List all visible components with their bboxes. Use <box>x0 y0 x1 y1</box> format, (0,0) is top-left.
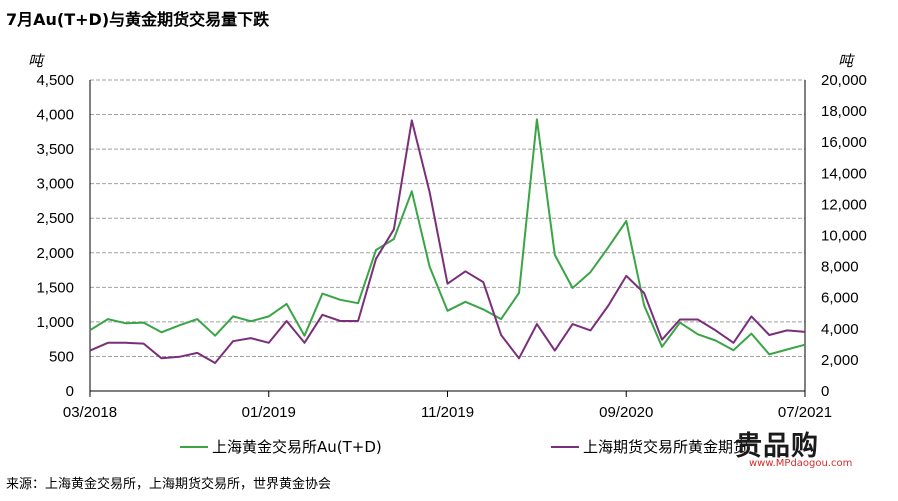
series-line-sge <box>89 118 806 356</box>
y-left-tick-label: 4,000 <box>36 107 74 124</box>
x-tick-label: 01/2019 <box>242 404 296 421</box>
y-right-tick-label: 0 <box>821 383 829 400</box>
x-tick-label: 09/2020 <box>599 404 653 421</box>
y-left-tick-label: 1,000 <box>36 314 74 331</box>
legend-label-sge: 上海黄金交易所Au(T+D) <box>212 438 382 456</box>
chart-title: 7月Au(T+D)与黄金期货交易量下跌 <box>6 10 270 29</box>
y-right-tick-label: 2,000 <box>821 352 859 369</box>
x-tick-label: 03/2018 <box>63 404 117 421</box>
legend-item-sge: 上海黄金交易所Au(T+D) <box>180 436 382 457</box>
y-left-tick-label: 3,000 <box>36 176 74 193</box>
y-right-tick-label: 16,000 <box>821 134 867 151</box>
y-right-tick-label: 20,000 <box>821 72 867 89</box>
y-right-tick-label: 10,000 <box>821 228 867 245</box>
left-axis-unit: 吨 <box>28 52 44 70</box>
y-right-tick-label: 14,000 <box>821 165 867 182</box>
y-right-tick-label: 8,000 <box>821 259 859 276</box>
watermark-text: 贵品购 <box>735 431 819 462</box>
y-right-tick-label: 18,000 <box>821 103 867 120</box>
series-line-shfe <box>89 119 806 364</box>
y-right-tick-label: 4,000 <box>821 321 859 338</box>
x-tick-label: 11/2019 <box>421 404 474 421</box>
legend-item-shfe: 上海期货交易所黄金期货 <box>551 436 748 457</box>
y-left-tick-label: 2,500 <box>36 210 74 227</box>
x-tick-label: 07/2021 <box>778 404 832 421</box>
legend-label-shfe: 上海期货交易所黄金期货 <box>583 438 749 456</box>
y-left-tick-label: 3,500 <box>36 141 74 158</box>
watermark-url: www.MPdaogou.com <box>749 458 853 469</box>
legend-swatch-sge <box>180 445 208 448</box>
y-left-tick-label: 4,500 <box>36 72 74 89</box>
right-axis-unit: 吨 <box>838 52 854 70</box>
legend-swatch-shfe <box>551 445 579 448</box>
y-left-tick-label: 500 <box>49 348 74 365</box>
y-right-tick-label: 6,000 <box>821 290 859 307</box>
y-left-tick-label: 0 <box>66 383 74 400</box>
y-left-tick-label: 2,000 <box>36 245 74 262</box>
y-right-tick-label: 12,000 <box>821 196 867 213</box>
source-note: 来源：上海黄金交易所，上海期货交易所，世界黄金协会 <box>6 477 332 492</box>
y-left-tick-label: 1,500 <box>36 279 74 296</box>
watermark-logo: 贵品购 www.MPdaogou.com <box>735 424 895 474</box>
